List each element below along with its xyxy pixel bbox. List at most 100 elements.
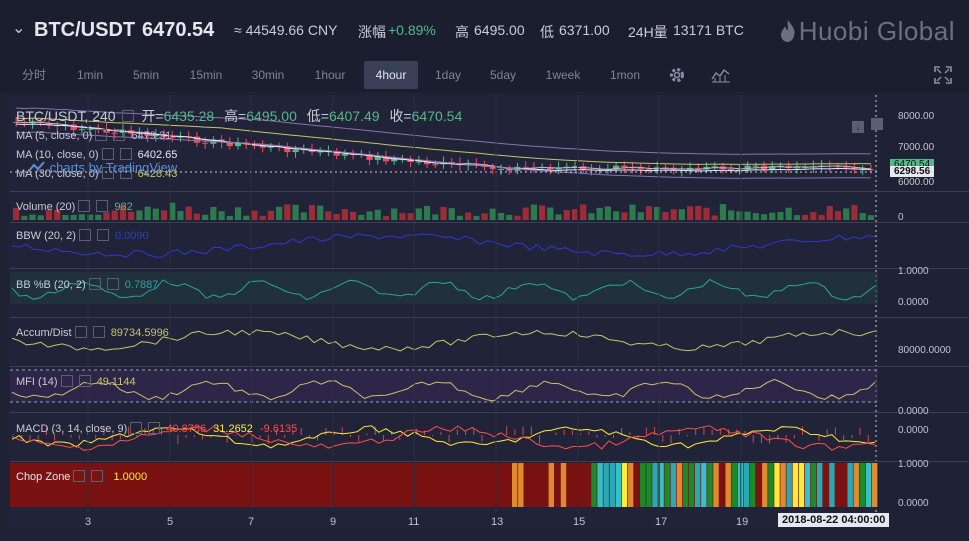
tab-4hour[interactable]: 4hour (364, 61, 418, 89)
close-icon[interactable] (91, 470, 104, 483)
settings-icon[interactable] (74, 326, 87, 339)
pane-separator[interactable] (10, 191, 969, 192)
pane-buttons: ↓ (852, 118, 884, 133)
close-icon[interactable] (113, 129, 126, 142)
settings-icon[interactable] (101, 167, 114, 180)
volume-bar (169, 202, 176, 220)
tab-1week[interactable]: 1week (545, 68, 581, 82)
volume-bar (333, 213, 340, 220)
macd-histogram-bar (711, 429, 713, 435)
pane-down-button[interactable]: ↓ (852, 121, 864, 133)
settings-icon[interactable] (78, 229, 91, 242)
close-icon[interactable] (148, 422, 161, 435)
menu-chevron-icon[interactable]: ⌄ (12, 20, 26, 37)
volume-bar (818, 215, 825, 220)
volume-bar (177, 210, 184, 220)
candle (415, 161, 422, 163)
macd-histogram-bar (506, 426, 508, 435)
pane-separator[interactable] (10, 268, 969, 269)
chop-bar (780, 463, 786, 507)
settings-icon[interactable] (60, 375, 73, 388)
ma10-value: 6402.65 (137, 149, 178, 161)
tab-1hour[interactable]: 1hour (314, 68, 346, 82)
macd-histogram-bar (54, 435, 56, 441)
tab-15min[interactable]: 15min (189, 68, 223, 82)
fullscreen-icon[interactable] (934, 66, 952, 84)
pane-separator[interactable] (10, 461, 969, 462)
volume-bar (160, 210, 168, 220)
chop-bar (786, 463, 792, 507)
high-label: 高= (224, 108, 247, 124)
volume-bar (292, 204, 299, 220)
macd-histogram-bar (826, 429, 828, 435)
close-icon[interactable] (78, 375, 91, 388)
pane-separator[interactable] (10, 366, 969, 367)
ad-value: 89734.5996 (110, 327, 169, 339)
volume-bar (415, 208, 422, 220)
tab-1min[interactable]: 1min (76, 68, 103, 82)
close-icon[interactable] (96, 229, 109, 242)
tab-5min[interactable]: 5min (132, 68, 159, 82)
tab-5day[interactable]: 5day (489, 68, 517, 82)
candle (662, 167, 669, 169)
pane-separator[interactable] (10, 317, 969, 318)
macd-histogram-bar (382, 435, 384, 441)
tab-1day[interactable]: 1day (434, 68, 462, 82)
close-icon[interactable] (119, 148, 132, 161)
volume-bar (391, 208, 398, 220)
macd-histogram-bar (95, 435, 97, 439)
settings-icon[interactable] (73, 470, 86, 483)
indicator-icon[interactable] (711, 66, 731, 84)
settings-icon[interactable] (130, 422, 143, 435)
close-icon[interactable] (96, 200, 109, 213)
volume-bar (695, 205, 702, 220)
chop-legend: Chop Zone 1.0000 (16, 470, 147, 483)
volume-bar (654, 206, 661, 220)
volume-bar (358, 214, 365, 220)
tradingview-watermark[interactable]: charts by TradingView (28, 160, 177, 175)
volume-label: Volume (20) (16, 201, 76, 213)
close-icon[interactable] (119, 167, 132, 180)
chop-bar (554, 463, 561, 507)
pane-maximize-button[interactable] (871, 118, 884, 130)
chop-bar (646, 463, 652, 507)
macd-histogram-bar (473, 428, 475, 435)
volume-bar (637, 212, 644, 220)
volume-bar (300, 212, 307, 220)
candle (843, 166, 850, 168)
chop-bar (774, 463, 780, 507)
settings-icon[interactable] (88, 278, 101, 291)
volume-bar (539, 205, 546, 220)
candle (284, 146, 291, 153)
macd-histogram-bar (358, 435, 360, 442)
chop-bar (792, 463, 798, 507)
ma5-legend: MA (5, close, 0) 6479.31 (16, 129, 171, 142)
macd-histogram-bar (793, 435, 795, 439)
bbpb-tick: 1.0000 (898, 266, 929, 277)
settings-icon[interactable] (78, 200, 91, 213)
candle (522, 166, 529, 168)
candle (555, 167, 562, 170)
close-icon[interactable] (106, 278, 119, 291)
pane-separator[interactable] (10, 412, 969, 413)
volume-bar (489, 208, 496, 220)
candle (686, 167, 694, 170)
settings-icon[interactable] (122, 110, 135, 123)
tab-1mon[interactable]: 1mon (609, 68, 641, 82)
candle (769, 166, 776, 170)
tab-timeline[interactable]: 分时 (21, 68, 46, 82)
macd-histogram-bar (218, 435, 220, 437)
macd-histogram-bar (440, 431, 442, 435)
volume-bar (267, 210, 275, 220)
macd-histogram-bar (744, 431, 746, 435)
tab-30min[interactable]: 30min (251, 68, 285, 82)
indicator-lines (10, 233, 878, 451)
pane-separator[interactable] (10, 222, 969, 223)
gear-icon[interactable] (668, 66, 686, 84)
settings-icon[interactable] (95, 129, 108, 142)
close-icon[interactable] (92, 326, 105, 339)
volume-bar (382, 215, 390, 220)
macd-histogram-bar (308, 435, 310, 439)
bbw-label: BBW (20, 2) (16, 230, 76, 242)
settings-icon[interactable] (101, 148, 114, 161)
